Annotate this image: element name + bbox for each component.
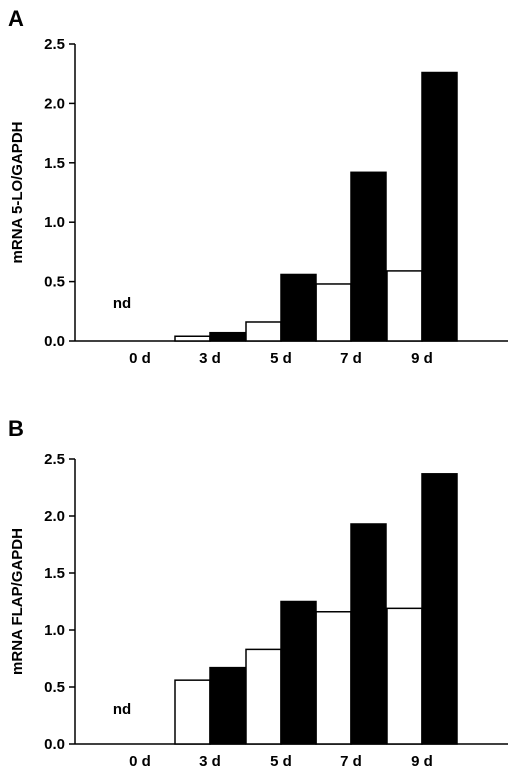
nd-annotation: nd xyxy=(113,295,131,312)
y-tick-label: 2.0 xyxy=(44,508,65,525)
y-tick-label: 0.0 xyxy=(44,736,65,753)
bar-black-7d xyxy=(350,171,387,342)
bar-black-9d xyxy=(421,473,458,745)
x-category-label: 5 d xyxy=(270,753,292,770)
bar-black-5d xyxy=(280,600,317,745)
bar-white-5d xyxy=(245,648,282,745)
y-tick-label: 0.5 xyxy=(44,679,65,696)
y-tick-label: 2.0 xyxy=(44,95,65,112)
x-category-label: 0 d xyxy=(129,753,151,770)
y-tick-label: 1.0 xyxy=(44,622,65,639)
y-tick-label: 2.5 xyxy=(44,451,65,468)
bar-black-5d xyxy=(280,273,317,342)
bar-white-7d xyxy=(315,283,352,342)
y-tick-label: 0.5 xyxy=(44,274,65,291)
y-tick-label: 1.0 xyxy=(44,214,65,231)
x-category-label: 7 d xyxy=(340,350,362,367)
y-tick-label: 1.5 xyxy=(44,565,65,582)
bar-white-3d xyxy=(174,679,211,745)
y-tick-label: 1.5 xyxy=(44,155,65,172)
nd-annotation: nd xyxy=(113,701,131,718)
bar-white-7d xyxy=(315,611,352,745)
x-category-label: 5 d xyxy=(270,350,292,367)
x-category-label: 0 d xyxy=(129,350,151,367)
bar-white-9d xyxy=(386,270,423,342)
panel-a-chart: A 0.0 0.5 1.0 1.5 2.0 2.5 mRNA 5-LO/GAPDH 0 d 3 d… xyxy=(8,6,508,367)
bar-white-5d xyxy=(245,321,282,342)
x-category-label: 3 d xyxy=(199,350,221,367)
y-tick-label: 2.5 xyxy=(44,36,65,53)
x-category-label: 7 d xyxy=(340,753,362,770)
panel-b-chart: B 0.0 0.5 1.0 1.5 2.0 2.5 mRNA FLAP/GAPDH 0 d 3 d… xyxy=(8,416,508,770)
bar-black-3d xyxy=(209,666,246,745)
bar-black-7d xyxy=(350,523,387,745)
x-category-label: 3 d xyxy=(199,753,221,770)
bar-white-9d xyxy=(386,607,423,745)
y-axis-title: mRNA FLAP/GAPDH xyxy=(9,528,26,675)
bar-white-3d xyxy=(174,335,211,342)
bar-black-3d xyxy=(209,331,246,342)
y-tick-label: 0.0 xyxy=(44,333,65,350)
y-axis-title: mRNA 5-LO/GAPDH xyxy=(9,122,26,264)
bar-black-9d xyxy=(421,71,458,342)
panel-letter-a: A xyxy=(8,6,24,31)
x-category-label: 9 d xyxy=(411,753,433,770)
panel-letter-b: B xyxy=(8,416,24,441)
x-category-label: 9 d xyxy=(411,350,433,367)
